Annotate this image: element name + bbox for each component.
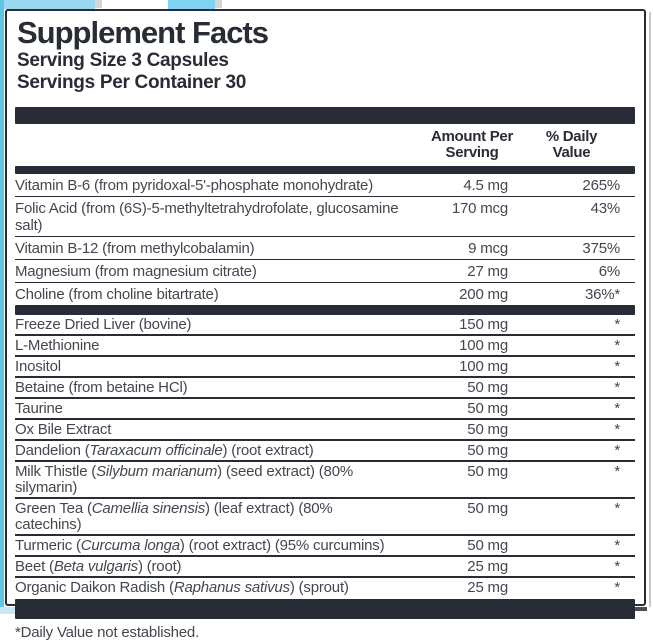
table-row: L-Methionine 100 mg * xyxy=(15,334,635,355)
background-artifact-left-strip xyxy=(0,0,4,608)
ingredient-daily-value: * xyxy=(614,558,620,575)
medium-divider-bar xyxy=(15,166,635,174)
background-artifact-top-blue-2 xyxy=(168,0,215,9)
ingredient-name: Betaine (from betaine HCl) xyxy=(15,379,188,396)
ingredient-amount: 50 mg xyxy=(467,500,508,517)
background-artifact-right-shadow xyxy=(649,12,651,607)
ingredient-daily-value: * xyxy=(614,379,620,396)
vitamins-section: Vitamin B-6 (from pyridoxal-5'-phosphate… xyxy=(15,174,635,305)
ingredient-amount: 9 mcg xyxy=(468,240,508,257)
serving-size-text: Serving Size 3 Capsules xyxy=(17,50,229,71)
footnote-text: *Daily Value not established. xyxy=(15,624,200,641)
table-row: Folic Acid (from (6S)-5-methyltetrahydro… xyxy=(15,196,635,236)
section-divider-bar xyxy=(15,305,635,315)
ingredient-daily-value: * xyxy=(614,463,620,480)
ingredient-daily-value: * xyxy=(614,537,620,554)
ingredient-name: Choline (from choline bitartrate) xyxy=(15,286,219,303)
ingredient-amount: 27 mg xyxy=(467,263,508,280)
servings-per-container-text: Servings Per Container 30 xyxy=(17,72,247,93)
ingredient-daily-value: * xyxy=(614,337,620,354)
table-row: Betaine (from betaine HCl) 50 mg * xyxy=(15,376,635,397)
ingredient-daily-value: * xyxy=(614,500,620,517)
ingredient-name: Beet (Beta vulgaris) (root) xyxy=(15,558,182,575)
ingredient-amount: 150 mg xyxy=(459,316,508,333)
ingredient-name: Milk Thistle (Silybum marianum) (seed ex… xyxy=(15,463,353,496)
ingredient-name: Organic Daikon Radish (Raphanus sativus)… xyxy=(15,579,349,596)
background-artifact-top-blue xyxy=(4,0,95,9)
ingredient-name: Taurine xyxy=(15,400,63,417)
ingredient-amount: 50 mg xyxy=(467,400,508,417)
thick-divider-bar-bottom xyxy=(15,599,635,619)
column-headers-row: Amount Per Serving % Daily Value xyxy=(15,124,635,166)
ingredient-name: Freeze Dried Liver (bovine) xyxy=(15,316,192,333)
ingredient-amount: 50 mg xyxy=(467,421,508,438)
ingredient-name: Dandelion (Taraxacum officinale) (root e… xyxy=(15,442,314,459)
table-row: Taurine 50 mg * xyxy=(15,397,635,418)
table-row: Turmeric (Curcuma longa) (root extract) … xyxy=(15,534,635,555)
amount-header-line2: Serving xyxy=(445,144,499,161)
ingredient-name: L-Methionine xyxy=(15,337,100,354)
ingredient-name: Turmeric (Curcuma longa) (root extract) … xyxy=(15,537,385,554)
ingredient-daily-value: 43% xyxy=(590,200,621,217)
amount-column-header: Amount Per Serving xyxy=(422,129,522,161)
ingredient-name: Folic Acid (from (6S)-5-methyltetrahydro… xyxy=(15,200,399,234)
ingredient-amount: 50 mg xyxy=(467,379,508,396)
ingredient-daily-value: 6% xyxy=(598,263,620,280)
ingredient-name: Vitamin B-6 (from pyridoxal-5'-phosphate… xyxy=(15,177,373,194)
ingredient-amount: 100 mg xyxy=(459,337,508,354)
ingredient-daily-value: 265% xyxy=(582,177,620,194)
dv-header-line2: Value xyxy=(552,144,591,161)
supplement-facts-panel: Supplement Facts Serving Size 3 Capsules… xyxy=(5,9,646,641)
ingredient-daily-value: * xyxy=(614,579,620,596)
ingredient-amount: 4.5 mg xyxy=(463,177,508,194)
table-row: Vitamin B-12 (from methylcobalamin) 9 mcg… xyxy=(15,236,635,259)
ingredient-amount: 25 mg xyxy=(467,558,508,575)
ingredient-amount: 50 mg xyxy=(467,537,508,554)
amount-header-line1: Amount Per xyxy=(430,128,513,145)
table-row: Green Tea (Camellia sinensis) (leaf extr… xyxy=(15,497,635,534)
thick-divider-bar-top xyxy=(15,107,635,124)
table-row: Ox Bile Extract 50 mg * xyxy=(15,418,635,439)
ingredient-amount: 100 mg xyxy=(459,358,508,375)
ingredient-name: Inositol xyxy=(15,358,61,375)
ingredient-daily-value: * xyxy=(614,358,620,375)
ingredient-amount: 25 mg xyxy=(467,579,508,596)
table-row: Inositol 100 mg * xyxy=(15,355,635,376)
table-row: Freeze Dried Liver (bovine) 150 mg * xyxy=(15,315,635,334)
table-row: Magnesium (from magnesium citrate) 27 mg 6… xyxy=(15,259,635,282)
table-row: Choline (from choline bitartrate) 200 mg 3… xyxy=(15,282,635,305)
table-row: Milk Thistle (Silybum marianum) (seed ex… xyxy=(15,460,635,497)
ingredient-daily-value: 36%* xyxy=(584,286,620,303)
background-artifact-top-gray-2 xyxy=(215,0,222,8)
proprietary-ingredients-section: Freeze Dried Liver (bovine) 150 mg * L-Meth… xyxy=(15,315,635,597)
ingredient-name: Ox Bile Extract xyxy=(15,421,112,438)
panel-title: Supplement Facts xyxy=(17,15,269,50)
background-artifact-top-gray xyxy=(95,0,102,8)
ingredient-daily-value: * xyxy=(614,442,620,459)
ingredient-name: Magnesium (from magnesium citrate) xyxy=(15,263,257,280)
ingredient-daily-value: * xyxy=(614,400,620,417)
table-row: Beet (Beta vulgaris) (root) 25 mg * xyxy=(15,555,635,576)
ingredient-name: Green Tea (Camellia sinensis) (leaf extr… xyxy=(15,500,333,533)
table-row: Dandelion (Taraxacum officinale) (root e… xyxy=(15,439,635,460)
ingredient-amount: 50 mg xyxy=(467,442,508,459)
ingredient-amount: 200 mg xyxy=(459,286,508,303)
ingredient-amount: 170 mcg xyxy=(451,200,508,217)
ingredient-daily-value: 375% xyxy=(582,240,620,257)
ingredient-name: Vitamin B-12 (from methylcobalamin) xyxy=(15,240,255,257)
daily-value-column-header: % Daily Value xyxy=(512,129,639,161)
table-row: Organic Daikon Radish (Raphanus sativus)… xyxy=(15,576,635,597)
ingredient-daily-value: * xyxy=(614,421,620,438)
ingredient-daily-value: * xyxy=(614,316,620,333)
ingredient-amount: 50 mg xyxy=(467,463,508,480)
dv-header-line1: % Daily xyxy=(545,128,598,145)
table-row: Vitamin B-6 (from pyridoxal-5'-phosphate… xyxy=(15,174,635,196)
